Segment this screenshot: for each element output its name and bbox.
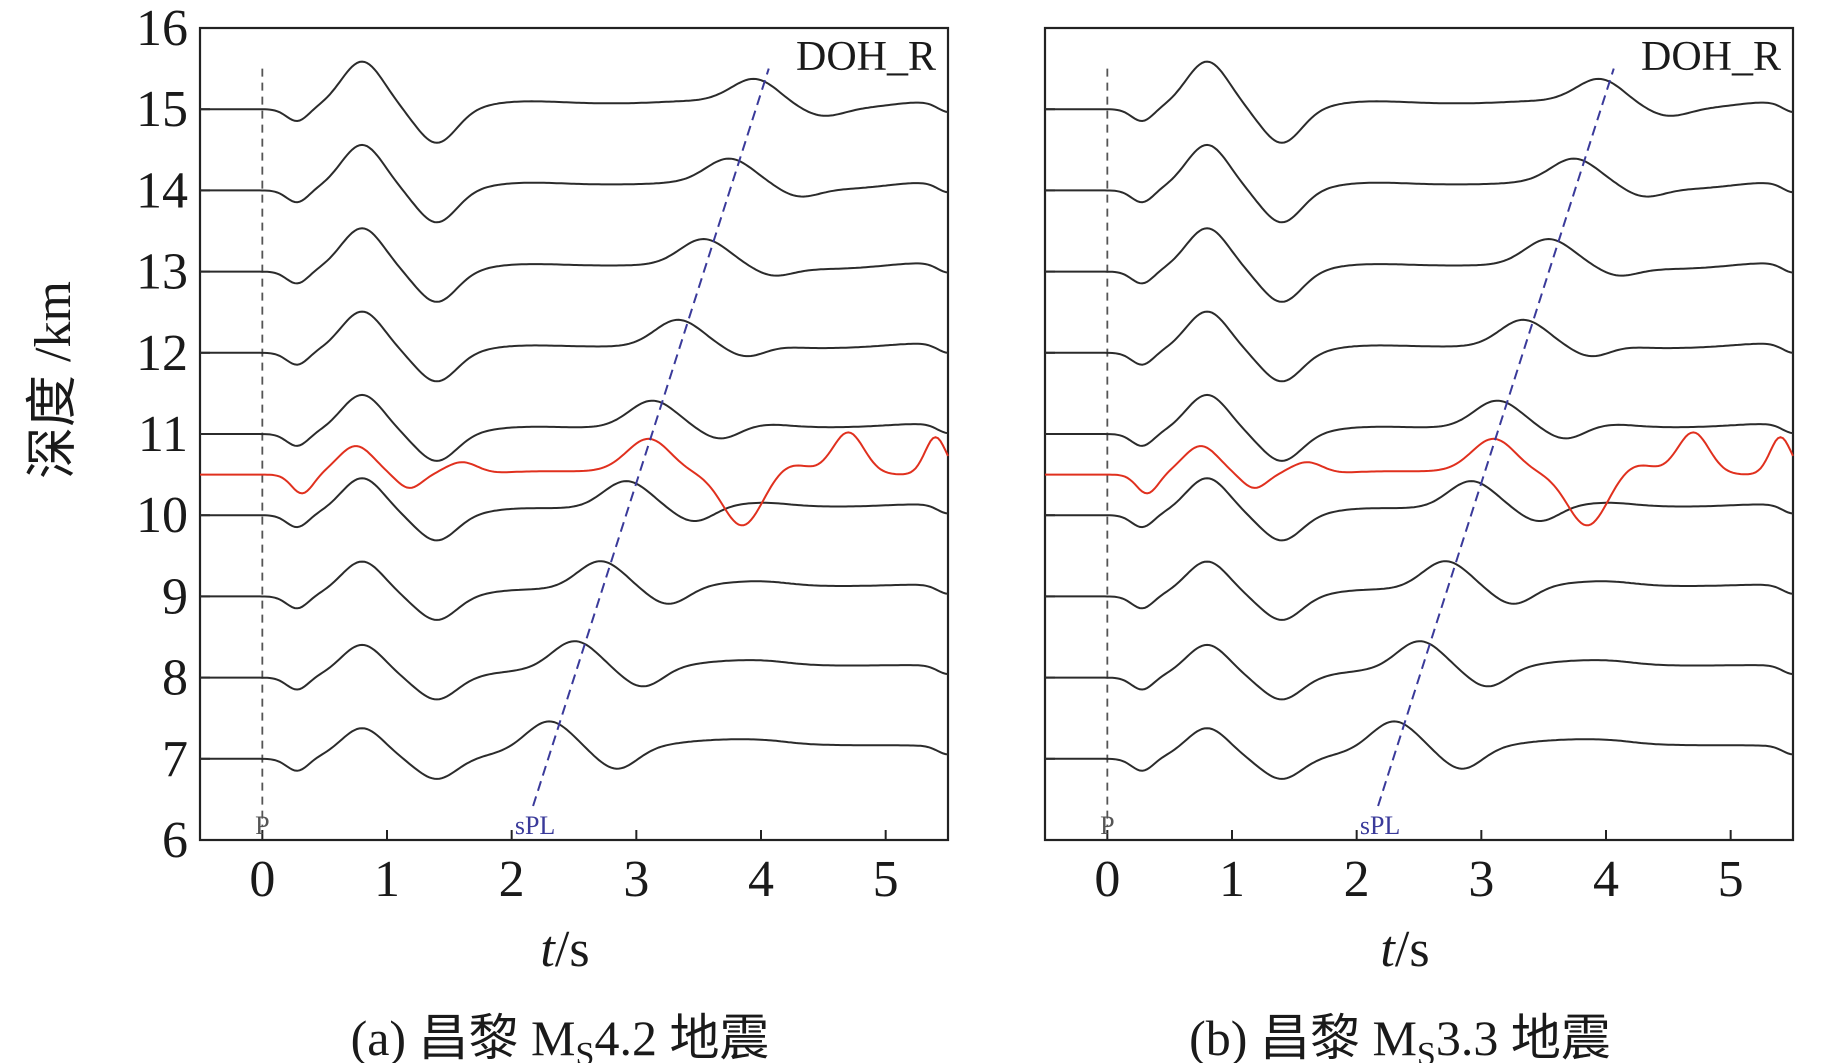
plot-frame xyxy=(198,26,950,842)
x-tick-label: 4 xyxy=(748,851,774,908)
synthetic-trace xyxy=(200,227,949,303)
p-phase-label: P xyxy=(1100,811,1114,840)
station-label: DOH_R xyxy=(1641,34,1781,80)
spl-phase-line xyxy=(1377,68,1615,807)
synthetic-trace xyxy=(1045,60,1794,144)
plot-frame xyxy=(1043,26,1795,842)
synthetic-trace xyxy=(1045,560,1794,621)
spl-phase-line xyxy=(532,68,770,807)
x-axis-title-b: t/s xyxy=(1380,921,1429,978)
caption-a-suffix: 4.2 地震 xyxy=(594,1010,769,1063)
station-label: DOH_R xyxy=(796,34,936,80)
synthetic-trace xyxy=(200,720,949,780)
caption-a: (a) 昌黎 MS4.2 地震 xyxy=(351,1010,770,1063)
x-axis-title-a-var: t xyxy=(540,921,556,978)
synthetic-trace xyxy=(200,393,949,462)
synthetic-trace xyxy=(200,60,949,144)
x-tick-label: 3 xyxy=(1468,851,1494,908)
y-tick-label: 9 xyxy=(162,568,188,625)
spl-phase-label: sPL xyxy=(515,811,555,840)
caption-a-sub: S xyxy=(576,1036,595,1063)
synthetic-trace xyxy=(200,560,949,621)
x-tick-label: 4 xyxy=(1593,851,1619,908)
synthetic-trace xyxy=(1045,393,1794,462)
synthetic-trace xyxy=(200,477,949,542)
x-axis-title-b-var: t xyxy=(1380,921,1396,978)
y-tick-label: 8 xyxy=(162,650,188,707)
x-tick-label: 5 xyxy=(1718,851,1744,908)
caption-b-prefix: (b) 昌黎 M xyxy=(1189,1010,1417,1063)
x-tick-label: 1 xyxy=(374,851,400,908)
caption-b-suffix: 3.3 地震 xyxy=(1436,1010,1611,1063)
x-axis-title-b-unit: /s xyxy=(1395,921,1430,978)
y-tick-label: 10 xyxy=(136,487,188,544)
p-phase-label: P xyxy=(255,811,269,840)
y-tick-label: 7 xyxy=(162,731,188,788)
y-axis-title: 深度 /km xyxy=(25,281,82,479)
synthetic-trace xyxy=(200,143,949,224)
synthetic-trace xyxy=(1045,640,1794,701)
x-tick-label: 5 xyxy=(873,851,899,908)
observed-trace xyxy=(1045,431,1794,527)
y-tick-label: 16 xyxy=(136,0,188,57)
caption-b-sub: S xyxy=(1417,1036,1436,1063)
y-tick-label: 13 xyxy=(136,244,188,301)
y-tick-label: 11 xyxy=(138,406,188,463)
x-axis-title-a: t/s xyxy=(540,921,589,978)
synthetic-trace xyxy=(200,310,949,383)
y-tick-label: 14 xyxy=(136,162,188,219)
synthetic-trace xyxy=(1045,227,1794,303)
synthetic-trace xyxy=(1045,143,1794,224)
synthetic-trace xyxy=(1045,720,1794,780)
synthetic-trace xyxy=(1045,477,1794,542)
x-tick-label: 3 xyxy=(623,851,649,908)
synthetic-trace xyxy=(1045,310,1794,383)
x-tick-label: 2 xyxy=(1344,851,1370,908)
y-tick-label: 6 xyxy=(162,812,188,869)
x-tick-label: 2 xyxy=(499,851,525,908)
y-tick-label: 12 xyxy=(136,325,188,382)
caption-a-prefix: (a) 昌黎 M xyxy=(351,1010,576,1063)
x-tick-label: 0 xyxy=(1094,851,1120,908)
y-tick-label: 15 xyxy=(136,81,188,138)
synthetic-trace xyxy=(200,640,949,701)
x-tick-label: 1 xyxy=(1219,851,1245,908)
observed-trace xyxy=(200,431,949,527)
spl-phase-label: sPL xyxy=(1360,811,1400,840)
x-axis-title-a-unit: /s xyxy=(555,921,590,978)
x-tick-label: 0 xyxy=(249,851,275,908)
panel-b: 0 1 2 3 4 5 P sPL DOH_R xyxy=(1043,26,1795,908)
caption-b: (b) 昌黎 MS3.3 地震 xyxy=(1189,1010,1611,1063)
